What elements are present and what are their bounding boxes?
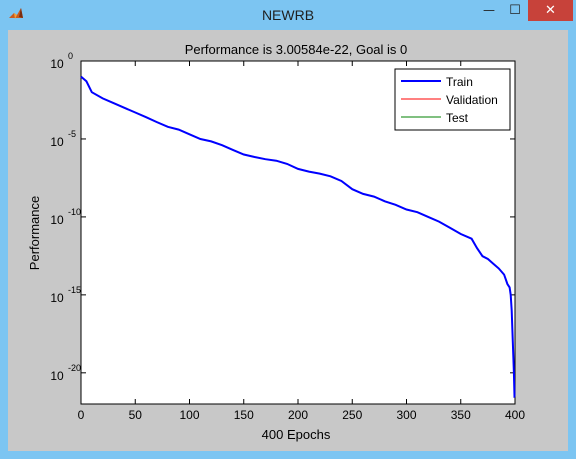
y-tick-exponent: 0: [68, 51, 73, 61]
y-tick-base: 10: [50, 291, 64, 305]
y-axis-label: Performance: [27, 196, 42, 270]
x-tick-label: 250: [342, 408, 362, 422]
legend-label-validation: Validation: [446, 93, 498, 107]
minimize-button[interactable]: —: [483, 3, 495, 17]
y-tick-exponent: -20: [68, 363, 81, 373]
y-tick-base: 10: [50, 135, 64, 149]
x-tick-label: 0: [78, 408, 85, 422]
title-bar[interactable]: NEWRB — ☐ ✕: [0, 0, 576, 30]
y-tick-base: 10: [50, 57, 64, 71]
y-tick-label: 10 -10: [50, 207, 81, 227]
x-tick-label: 150: [234, 408, 254, 422]
axis-ticks: 0 50 100 150 200 250 300 350 40010010-510-1010-1…: [50, 51, 525, 422]
window-border-right: [568, 30, 576, 459]
y-tick-label: 10 -20: [50, 363, 81, 383]
chart-title: Performance is 3.00584e-22, Goal is 0: [185, 42, 408, 57]
matlab-icon[interactable]: [8, 6, 24, 22]
maximize-button[interactable]: ☐: [509, 3, 521, 18]
y-tick-exponent: -15: [68, 285, 81, 295]
y-tick-exponent: -10: [68, 207, 81, 217]
series-line-train: [80, 75, 516, 398]
x-tick-label: 300: [396, 408, 416, 422]
y-tick-exponent: -5: [68, 129, 76, 139]
window-border-bottom: [0, 451, 576, 459]
y-tick-label: 10 0: [50, 51, 73, 71]
legend-label-test: Test: [446, 111, 469, 125]
x-tick-label: 50: [129, 408, 143, 422]
legend-label-train: Train: [446, 75, 473, 89]
y-tick-base: 10: [50, 213, 64, 227]
close-button[interactable]: ✕: [528, 0, 573, 21]
window-border-left: [0, 30, 8, 459]
legend[interactable]: Train Validation Test: [394, 68, 511, 131]
x-tick-label: 200: [288, 408, 308, 422]
y-tick-label: 10 -15: [50, 285, 81, 305]
y-tick-base: 10: [50, 369, 64, 383]
series-layer: [80, 75, 516, 398]
x-axis-label: 400 Epochs: [262, 427, 331, 442]
window-title: NEWRB: [261, 7, 315, 23]
x-tick-label: 400: [505, 408, 525, 422]
x-tick-label: 350: [451, 408, 471, 422]
y-tick-label: 10 -5: [50, 129, 76, 149]
performance-plot: Performance is 3.00584e-22, Goal is 0 0 5…: [27, 42, 525, 442]
x-tick-label: 100: [179, 408, 199, 422]
